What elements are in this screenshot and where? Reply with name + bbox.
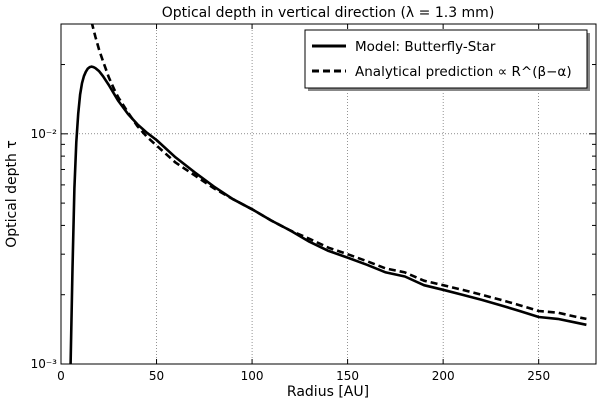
series-line-model: [69, 65, 587, 364]
legend-label-analytical: Analytical prediction ∝ R^(β−α): [355, 64, 572, 80]
x-tick-label: 200: [432, 369, 455, 383]
ticks: 0 50 100 150 200 250 10⁻³ 10⁻²: [31, 24, 596, 383]
series-layer: [69, 24, 587, 364]
chart-title: Optical depth in vertical direction (λ =…: [162, 5, 495, 21]
y-tick-label: 10⁻³: [31, 357, 58, 371]
series-line-analytical: [90, 24, 587, 321]
x-tick-label: 250: [527, 369, 550, 383]
x-tick-label: 0: [57, 369, 65, 383]
legend-label-model: Model: Butterfly-Star: [355, 39, 496, 55]
x-axis-label: Radius [AU]: [287, 384, 369, 400]
x-tick-label: 50: [149, 369, 164, 383]
x-tick-label: 100: [241, 369, 264, 383]
y-axis-label: Optical depth τ: [4, 140, 20, 248]
y-tick-label: 10⁻²: [31, 127, 58, 141]
grid: [61, 24, 596, 364]
legend-box: [304, 29, 588, 89]
plot-frame: [60, 23, 597, 365]
legend: Model: Butterfly-Star Analytical predict…: [304, 29, 590, 91]
x-tick-label: 150: [336, 369, 359, 383]
